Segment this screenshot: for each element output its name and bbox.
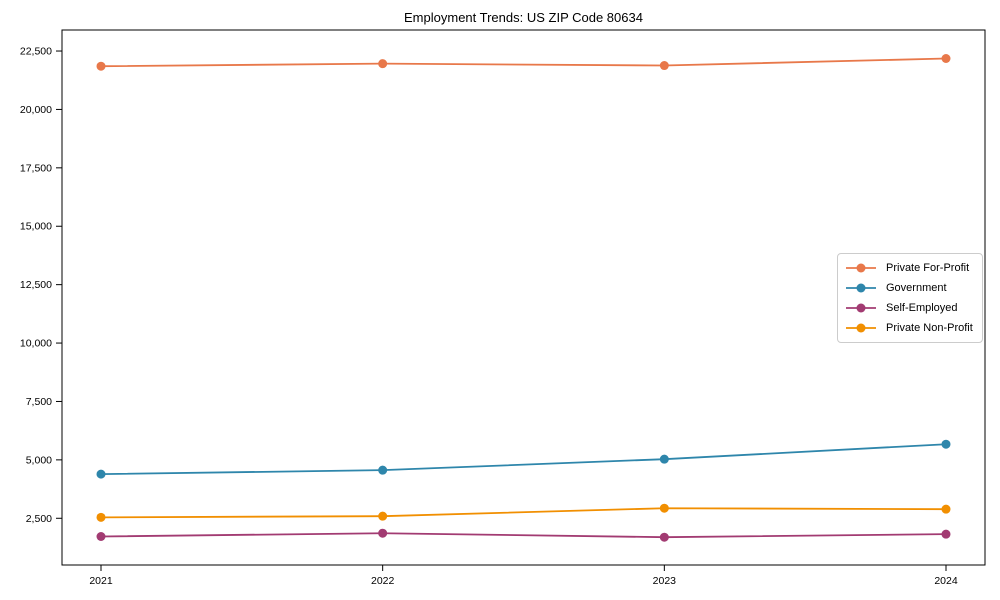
y-axis-tick-label: 5,000	[26, 454, 52, 466]
x-axis-tick-label: 2021	[89, 575, 113, 587]
legend-item-self-employed: Self-Employed	[845, 299, 975, 317]
plot-border	[61, 29, 986, 566]
series-line-self-employed	[100, 532, 947, 539]
data-point-private-non-profit	[659, 503, 669, 513]
legend-item-government: Government	[845, 279, 975, 297]
data-point-private-for-profit	[378, 59, 388, 69]
data-point-private-for-profit	[659, 61, 669, 71]
data-point-government	[96, 469, 106, 479]
legend-label: Private Non-Profit	[886, 322, 973, 334]
data-point-self-employed	[659, 532, 669, 542]
legend-label: Private For-Profit	[886, 262, 970, 274]
x-axis-tick-label: 2024	[934, 575, 958, 587]
series-line-private-for-profit	[100, 57, 947, 68]
y-axis-tick-label: 2,500	[26, 513, 52, 525]
chart-title: Employment Trends: US ZIP Code 80634	[404, 10, 643, 25]
data-point-self-employed	[941, 529, 951, 539]
legend-label: Government	[886, 282, 947, 294]
y-axis-tick-label: 22,500	[20, 46, 52, 58]
data-point-private-for-profit	[941, 54, 951, 64]
y-axis-tick-label: 7,500	[26, 396, 52, 408]
y-axis-tick-label: 10,000	[20, 338, 52, 350]
legend-label: Self-Employed	[886, 302, 958, 314]
y-axis-tick-label: 12,500	[20, 279, 52, 291]
data-point-government	[378, 465, 388, 475]
data-point-private-non-profit	[96, 512, 106, 522]
data-point-government	[659, 454, 669, 464]
data-point-government	[941, 439, 951, 449]
series-line-government	[100, 443, 947, 476]
legend-marker-government	[846, 283, 876, 293]
legend-marker-private-for-profit	[846, 263, 876, 273]
data-point-private-for-profit	[96, 61, 106, 71]
chart-legend: Private For-Profit Government Self-Employe…	[837, 253, 983, 343]
x-axis-tick-label: 2022	[371, 575, 395, 587]
legend-marker-private-non-profit	[846, 323, 876, 333]
legend-item-private-non-profit: Private Non-Profit	[845, 319, 975, 337]
data-point-private-non-profit	[378, 511, 388, 521]
series-line-private-non-profit	[100, 507, 947, 519]
x-axis-tick-label: 2023	[653, 575, 677, 587]
legend-marker-self-employed	[846, 303, 876, 313]
data-point-self-employed	[96, 531, 106, 541]
y-axis-tick-label: 15,000	[20, 221, 52, 233]
y-axis-tick-label: 20,000	[20, 104, 52, 116]
y-axis-tick-label: 17,500	[20, 162, 52, 174]
data-point-private-non-profit	[941, 504, 951, 514]
data-point-self-employed	[378, 528, 388, 538]
legend-item-private-for-profit: Private For-Profit	[845, 259, 975, 277]
